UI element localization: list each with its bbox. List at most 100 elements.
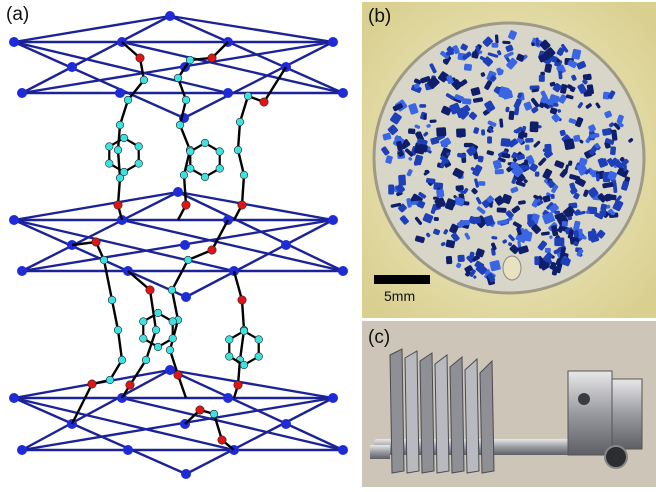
crystal [514, 106, 520, 116]
carbon-atom [239, 360, 249, 370]
crystal [487, 273, 496, 283]
crystal [546, 202, 554, 210]
crystal [538, 74, 545, 82]
carbon-atom [134, 142, 143, 151]
crystal [462, 187, 469, 194]
crystal [468, 111, 478, 120]
crystal [494, 168, 504, 175]
crystal [524, 159, 529, 166]
crystal [551, 184, 559, 193]
crystal [594, 212, 604, 220]
crystal [497, 219, 509, 225]
crystal [478, 50, 483, 54]
crystal [486, 150, 494, 156]
crystal [449, 223, 459, 234]
crystal [470, 216, 481, 224]
crystal [611, 129, 618, 141]
lattice-bond [13, 396, 187, 476]
crystal [503, 51, 514, 59]
crystal [546, 192, 552, 198]
crystal [589, 133, 600, 139]
crystal [529, 163, 538, 172]
crystal [423, 170, 430, 176]
carbon-atom [105, 159, 114, 168]
metal-node [338, 445, 348, 455]
crystal [397, 150, 404, 157]
crystal [525, 137, 534, 143]
crystal [456, 262, 462, 269]
carbon-atom [243, 91, 253, 101]
metal-node [328, 37, 338, 47]
crystal [573, 230, 580, 238]
lattice-bond [177, 190, 334, 222]
crystal [494, 34, 499, 44]
crystal [551, 225, 559, 237]
oxygen-atom [135, 53, 145, 63]
crystal [542, 168, 553, 180]
carbon-atom [113, 145, 123, 155]
crystal [516, 227, 522, 236]
crystal [469, 251, 475, 260]
crystal [558, 94, 567, 104]
crystal [537, 259, 547, 269]
crystal [558, 70, 563, 80]
crystal [527, 219, 536, 228]
crystal [596, 173, 600, 182]
crystal [569, 174, 581, 181]
crystal [425, 178, 436, 184]
crystal [534, 256, 540, 266]
crystal [542, 212, 555, 225]
panel-c-label: (c) [368, 327, 391, 348]
crystal [538, 157, 547, 166]
crystal [456, 128, 466, 138]
crystal [487, 120, 497, 127]
lattice-bond [13, 14, 171, 44]
lattice-bond [121, 218, 344, 273]
lattice-bond [183, 40, 334, 120]
carbon-atom [113, 325, 123, 335]
lattice-bond [21, 396, 334, 452]
crystal [382, 132, 392, 141]
crystal [505, 106, 510, 113]
crystal [423, 131, 429, 137]
crystal [538, 53, 549, 63]
crystal [408, 157, 413, 161]
linker-chain [176, 41, 229, 221]
crystal [475, 196, 482, 205]
crystal [482, 56, 493, 67]
panel-a-crystal-structure: (a) [6, 4, 348, 479]
carbon-atom [235, 117, 245, 127]
metal-node [281, 419, 291, 429]
crystal [390, 112, 402, 125]
crystal [542, 252, 553, 263]
crystal [530, 97, 540, 108]
linker-chain [70, 240, 124, 425]
metal-node [338, 88, 348, 98]
crystal [597, 157, 606, 168]
crystal [452, 96, 462, 104]
crystal [396, 140, 403, 152]
crystal [568, 160, 573, 166]
oxygen-atom [87, 379, 97, 389]
carbon-atom [153, 342, 163, 352]
metal-node [223, 88, 233, 98]
carbon-atom [139, 75, 149, 85]
oxygen-atom [145, 285, 155, 295]
carbon-atom [134, 159, 143, 168]
crystal [471, 51, 479, 59]
crystal [494, 195, 505, 206]
metal-node [17, 445, 27, 455]
crystal [524, 231, 533, 242]
crystal [610, 146, 617, 156]
crystal [414, 154, 423, 166]
carbon-atom [119, 167, 129, 177]
crystal [571, 48, 582, 60]
carbon-atom [209, 409, 219, 419]
crystal [497, 50, 502, 56]
carbon-atom [99, 255, 109, 265]
crystal [482, 36, 493, 47]
lattice-bond [13, 190, 179, 222]
foil-plate [419, 352, 435, 474]
metal-node [165, 365, 175, 375]
carbon-atom [225, 335, 234, 344]
